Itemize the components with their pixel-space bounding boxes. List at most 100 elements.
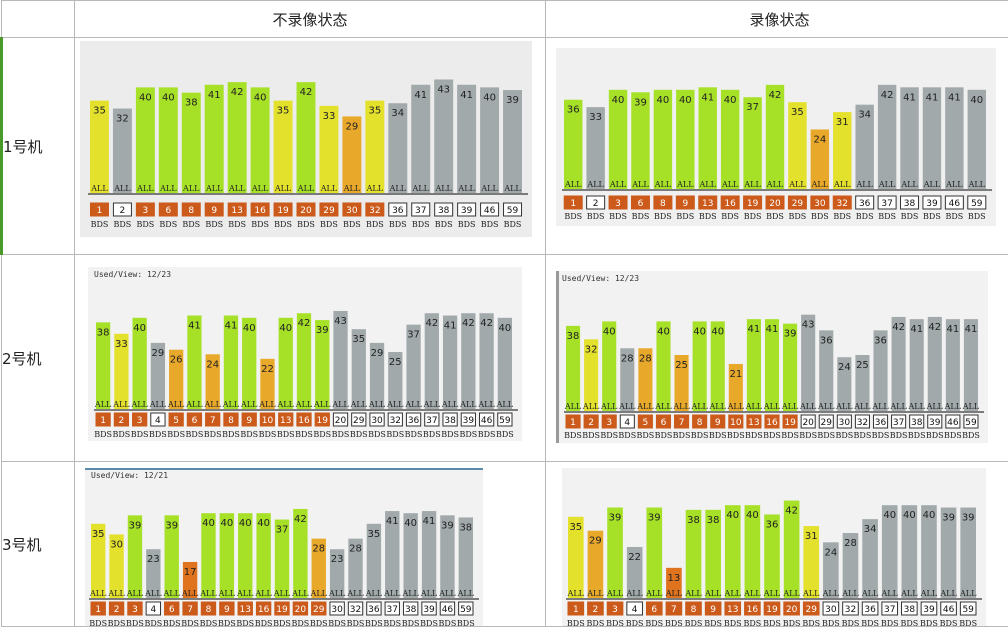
prn-label: 39 bbox=[463, 416, 475, 426]
prn-label: 59 bbox=[962, 605, 974, 615]
bar-all-label: ALL bbox=[401, 589, 419, 598]
prn-label: 7 bbox=[210, 416, 216, 426]
bar-value-label: 28 bbox=[844, 538, 857, 549]
bds-label: BDS bbox=[835, 431, 853, 440]
bar-value-label: 40 bbox=[903, 510, 916, 521]
bds-label: BDS bbox=[901, 212, 919, 221]
bar-all-label: ALL bbox=[835, 402, 853, 411]
bds-label: BDS bbox=[766, 212, 784, 221]
bar-20 bbox=[333, 310, 348, 409]
prn-badge-3 bbox=[601, 414, 617, 429]
prn-badge-5 bbox=[637, 414, 653, 429]
bar-all-label: ALL bbox=[181, 589, 199, 598]
bds-label: BDS bbox=[655, 431, 673, 440]
bar-all-label: ALL bbox=[841, 589, 859, 598]
bds-label: BDS bbox=[412, 220, 430, 229]
prn-label: 8 bbox=[691, 605, 697, 615]
prn-badge-32 bbox=[842, 601, 859, 616]
bar-all-label: ALL bbox=[743, 180, 761, 189]
bar-all-label: ALL bbox=[258, 400, 276, 409]
bar-9 bbox=[676, 89, 695, 189]
bar-46 bbox=[440, 515, 455, 598]
bds-label: BDS bbox=[564, 431, 582, 440]
bar-all-label: ALL bbox=[457, 589, 475, 598]
prn-badge-20 bbox=[296, 202, 316, 217]
bar-value-label: 40 bbox=[657, 326, 670, 337]
bar-value-label: 38 bbox=[97, 327, 110, 338]
prn-badge-4 bbox=[619, 414, 635, 429]
prn-label: 38 bbox=[904, 605, 916, 615]
bar-value-label: 32 bbox=[585, 344, 598, 355]
bar-2 bbox=[586, 107, 605, 189]
bar-value-label: 42 bbox=[294, 514, 307, 525]
bar-value-label: 34 bbox=[858, 110, 871, 121]
prn-badge-29 bbox=[787, 195, 807, 210]
bar-59 bbox=[960, 507, 976, 598]
bds-label: BDS bbox=[332, 430, 350, 439]
bar-all-label: ALL bbox=[704, 589, 722, 598]
cell-m2-idle: Used/View: 12/23 38 ALL 1 BDS 33 ALL 2 BDS 40 ALL 3… bbox=[74, 254, 546, 462]
bds-label: BDS bbox=[600, 431, 618, 440]
prn-badge-13 bbox=[746, 414, 762, 429]
bar-1 bbox=[96, 322, 111, 409]
bds-label: BDS bbox=[685, 619, 703, 627]
prn-badge-36 bbox=[388, 202, 408, 217]
bar-all-label: ALL bbox=[743, 589, 761, 598]
bar-3 bbox=[607, 507, 623, 598]
prn-label: 37 bbox=[881, 199, 892, 209]
bar-value-label: 39 bbox=[648, 513, 661, 524]
prn-label: 36 bbox=[864, 605, 876, 615]
prn-label: 38 bbox=[444, 416, 456, 426]
bds-label: BDS bbox=[763, 619, 781, 627]
bds-label: BDS bbox=[691, 431, 709, 440]
bar-value-label: 35 bbox=[791, 107, 804, 118]
bar-value-label: 40 bbox=[483, 92, 496, 103]
bds-label: BDS bbox=[842, 619, 860, 627]
bar-8 bbox=[201, 513, 216, 598]
chart-title: Used/View: 12/21 bbox=[91, 471, 168, 480]
bds-label: BDS bbox=[587, 619, 605, 627]
bds-label: BDS bbox=[861, 619, 879, 627]
bds-label: BDS bbox=[259, 430, 277, 439]
prn-badge-59 bbox=[497, 412, 513, 427]
prn-label: 39 bbox=[923, 605, 935, 615]
bar-value-label: 41 bbox=[926, 92, 939, 103]
bar-value-label: 34 bbox=[864, 524, 877, 535]
bds-label: BDS bbox=[204, 430, 222, 439]
bds-label: BDS bbox=[274, 220, 292, 229]
bar-all-label: ALL bbox=[766, 180, 784, 189]
bds-label: BDS bbox=[236, 619, 254, 627]
prn-badge-46 bbox=[940, 601, 957, 616]
bds-label: BDS bbox=[908, 431, 926, 440]
chart-m3-rec: 35 ALL 1 BDS 29 ALL 2 BDS 39 ALL 3 BDS 22 ALL 4 BDS 39 AL… bbox=[562, 468, 986, 627]
prn-label: 36 bbox=[408, 416, 420, 426]
bar-46 bbox=[940, 507, 957, 598]
bar-value-label: 25 bbox=[856, 360, 869, 371]
bar-value-label: 42 bbox=[298, 318, 311, 329]
bar-value-label: 39 bbox=[609, 513, 622, 524]
bar-3 bbox=[602, 321, 617, 411]
prn-badge-10 bbox=[728, 414, 744, 429]
prn-badge-19 bbox=[274, 601, 290, 616]
bar-value-label: 28 bbox=[639, 353, 652, 364]
bds-label: BDS bbox=[632, 212, 650, 221]
bds-label: BDS bbox=[940, 619, 958, 627]
bar-value-label: 43 bbox=[802, 320, 815, 331]
prn-badge-32 bbox=[387, 412, 403, 427]
bds-label: BDS bbox=[833, 212, 851, 221]
prn-badge-1 bbox=[567, 601, 585, 616]
prn-badge-8 bbox=[200, 601, 217, 616]
bar-13 bbox=[724, 505, 741, 598]
bar-all-label: ALL bbox=[167, 400, 185, 409]
prn-label: 3 bbox=[615, 199, 621, 209]
prn-badge-37 bbox=[891, 414, 907, 429]
bar-value-label: 40 bbox=[724, 95, 737, 106]
bar-value-label: 41 bbox=[766, 324, 779, 335]
prn-label: 59 bbox=[971, 199, 983, 209]
bar-16 bbox=[764, 319, 780, 411]
prn-label: 46 bbox=[442, 605, 454, 615]
prn-label: 59 bbox=[965, 418, 977, 428]
prn-label: 4 bbox=[624, 418, 630, 428]
bds-label: BDS bbox=[182, 220, 200, 229]
